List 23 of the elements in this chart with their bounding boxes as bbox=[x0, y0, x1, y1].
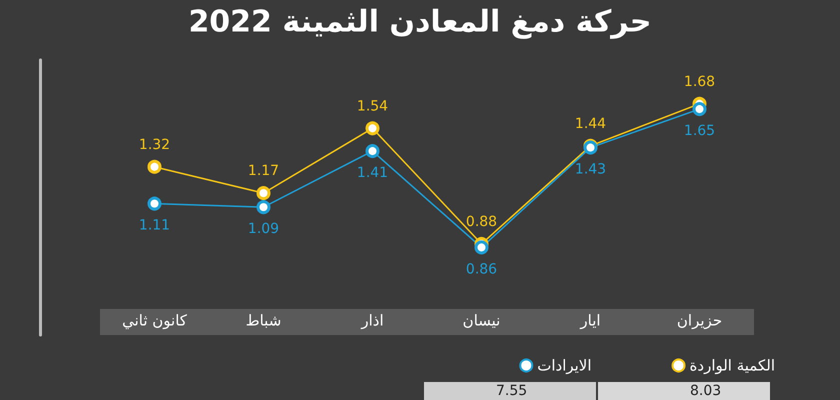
data-label: 1.17 bbox=[248, 163, 280, 180]
data-label: 1.68 bbox=[684, 74, 716, 90]
x-tick-label: كانون ثاني bbox=[122, 312, 188, 330]
data-label: 1.43 bbox=[574, 162, 606, 178]
chart-title: حركة دمغ المعادن الثمينة 2022 bbox=[188, 4, 652, 40]
data-label: 1.11 bbox=[138, 218, 170, 234]
x-tick-label: نيسان bbox=[462, 312, 500, 330]
text: 8.03 bbox=[690, 383, 722, 399]
data-label: 1.65 bbox=[684, 123, 716, 140]
data-label: 1.41 bbox=[356, 165, 388, 182]
data-label: 1.32 bbox=[138, 136, 170, 153]
data-label: 0.88 bbox=[466, 214, 498, 230]
x-tick-label: شباط bbox=[246, 312, 282, 330]
x-tick-label: حزيران bbox=[676, 312, 722, 330]
data-label: 1.54 bbox=[356, 98, 388, 114]
legend-label: الايرادات bbox=[537, 356, 592, 374]
data-label: 0.86 bbox=[466, 261, 498, 278]
x-tick-label: اذار bbox=[360, 312, 384, 330]
x-tick-label: ايار bbox=[579, 312, 601, 330]
text: 7.55 bbox=[496, 383, 528, 399]
data-label: 1.09 bbox=[248, 221, 280, 238]
data-label: 1.44 bbox=[574, 116, 606, 132]
legend-label: الكمية الواردة bbox=[690, 356, 775, 374]
